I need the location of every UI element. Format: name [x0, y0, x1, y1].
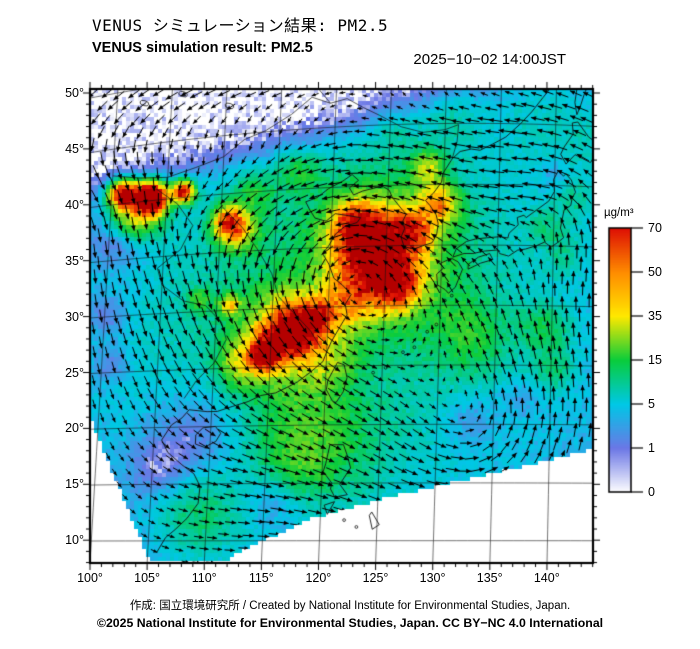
x-axis-label: 100°	[77, 571, 103, 585]
page-title-english: VENUS simulation result: PM2.5	[92, 40, 313, 56]
colorbar-tick-label: 0	[648, 485, 655, 499]
x-axis-label: 125°	[362, 571, 389, 585]
x-axis-label: 105°	[134, 571, 161, 585]
colorbar-tick-label: 1	[648, 441, 655, 455]
license-line: ©2025 National Institute for Environment…	[96, 616, 604, 630]
x-axis-label: 120°	[305, 571, 332, 585]
x-axis-label: 130°	[419, 571, 446, 585]
page-title-japanese: VENUS シミュレーション結果: PM2.5	[92, 16, 389, 35]
y-axis-label: 30°	[65, 309, 84, 324]
x-axis-label: 115°	[248, 571, 274, 585]
valid-datetime: 2025−10−02 14:00JST	[413, 51, 566, 68]
y-axis-label: 50°	[65, 86, 84, 100]
colorbar-tick-label: 35	[648, 309, 662, 323]
credit-line: 作成: 国立環境研究所 / Created by National Instit…	[129, 600, 571, 612]
x-axis-label: 135°	[476, 571, 503, 585]
y-axis-label: 45°	[65, 141, 84, 156]
colorbar-tick-label: 70	[648, 221, 662, 235]
colorbar-tick-label: 5	[648, 397, 655, 411]
y-axis-label: 35°	[65, 253, 84, 268]
y-axis-label: 25°	[65, 365, 84, 380]
x-axis-label: 110°	[191, 571, 217, 585]
y-axis-label: 15°	[65, 477, 84, 492]
colorbar-tick-label: 15	[648, 353, 662, 367]
y-axis-label: 40°	[65, 197, 84, 212]
x-axis-label: 140°	[533, 571, 560, 585]
colorbar-unit-label: µg/m³	[604, 207, 634, 219]
y-axis-label: 20°	[65, 421, 84, 436]
y-axis-label: 10°	[65, 533, 84, 548]
colorbar-tick-label: 50	[648, 265, 662, 279]
